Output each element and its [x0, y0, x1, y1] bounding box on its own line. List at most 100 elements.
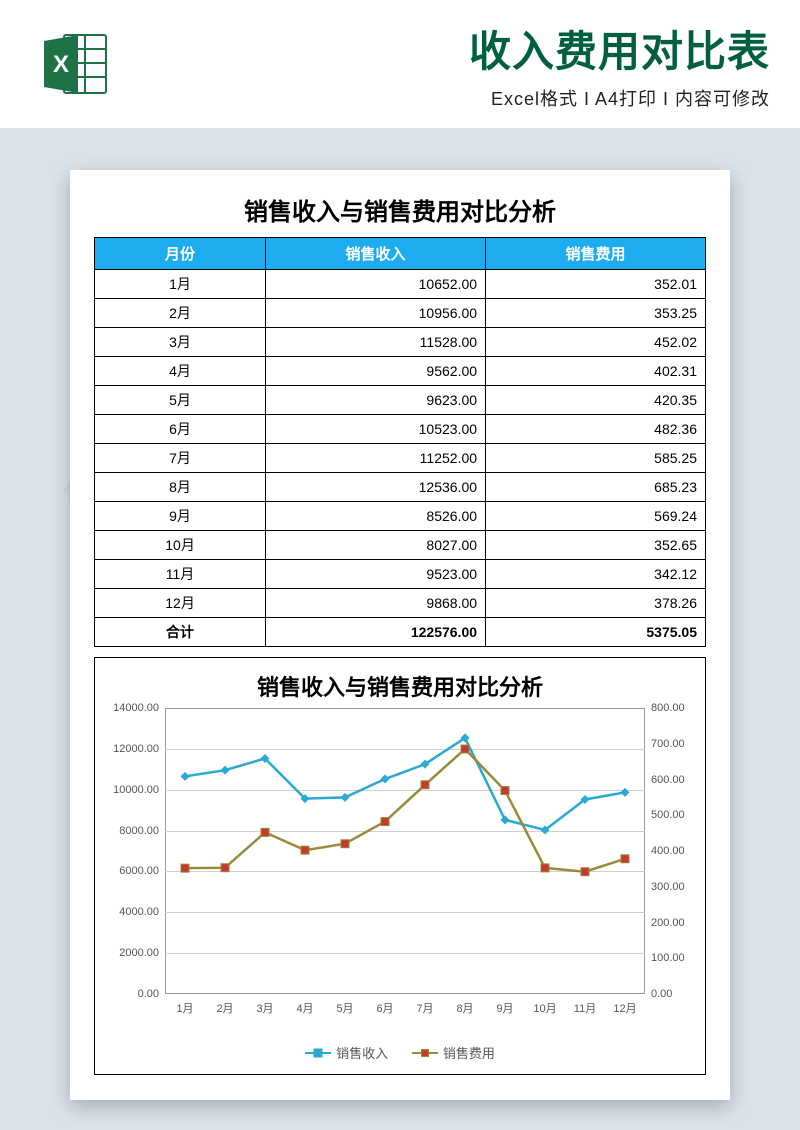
- cell-expense: 420.35: [486, 386, 706, 415]
- x-label: 12月: [613, 1000, 636, 1016]
- chart-container: 销售收入与销售费用对比分析 0.002000.004000.006000.008…: [94, 657, 706, 1075]
- y-left-label: 0.00: [138, 988, 159, 1000]
- table-row: 2月10956.00353.25: [95, 299, 706, 328]
- cell-revenue: 10652.00: [266, 270, 486, 299]
- cell-revenue: 10956.00: [266, 299, 486, 328]
- cell-expense: 482.36: [486, 415, 706, 444]
- cell-month: 11月: [95, 560, 266, 589]
- y-right-label: 100.00: [651, 952, 685, 964]
- table-row: 5月9623.00420.35: [95, 386, 706, 415]
- cell-month: 2月: [95, 299, 266, 328]
- col-month: 月份: [95, 238, 266, 270]
- y-right-label: 0.00: [651, 988, 672, 1000]
- cell-month: 8月: [95, 473, 266, 502]
- table-header-row: 月份 销售收入 销售费用: [95, 238, 706, 270]
- cell-expense: 352.65: [486, 531, 706, 560]
- legend-label-expense: 销售费用: [443, 1043, 495, 1062]
- cell-revenue: 9523.00: [266, 560, 486, 589]
- table-row: 10月8027.00352.65: [95, 531, 706, 560]
- x-label: 4月: [296, 1000, 313, 1016]
- cell-revenue: 8526.00: [266, 502, 486, 531]
- data-table: 月份 销售收入 销售费用 1月10652.00352.012月10956.003…: [94, 237, 706, 647]
- cell-revenue: 10523.00: [266, 415, 486, 444]
- chart-svg: [165, 708, 645, 994]
- x-label: 2月: [216, 1000, 233, 1016]
- table-row: 9月8526.00569.24: [95, 502, 706, 531]
- col-expense: 销售费用: [486, 238, 706, 270]
- chart-legend: 销售收入 销售费用: [95, 1042, 705, 1063]
- legend-item-expense: 销售费用: [412, 1043, 495, 1062]
- cell-expense: 685.23: [486, 473, 706, 502]
- cell-expense: 342.12: [486, 560, 706, 589]
- cell-month: 5月: [95, 386, 266, 415]
- y-right-label: 800.00: [651, 702, 685, 714]
- header-title: 收入费用对比表: [130, 18, 770, 79]
- table-row: 12月9868.00378.26: [95, 589, 706, 618]
- x-label: 7月: [416, 1000, 433, 1016]
- table-row: 8月12536.00685.23: [95, 473, 706, 502]
- cell-revenue: 11252.00: [266, 444, 486, 473]
- cell-month: 10月: [95, 531, 266, 560]
- cell-revenue: 9623.00: [266, 386, 486, 415]
- cell-expense: 452.02: [486, 328, 706, 357]
- cell-expense: 353.25: [486, 299, 706, 328]
- cell-total-label: 合计: [95, 618, 266, 647]
- cell-month: 3月: [95, 328, 266, 357]
- chart-title: 销售收入与销售费用对比分析: [95, 670, 705, 702]
- cell-revenue: 9562.00: [266, 357, 486, 386]
- table-row: 11月9523.00342.12: [95, 560, 706, 589]
- chart-plot-area: 0.002000.004000.006000.008000.0010000.00…: [165, 708, 645, 994]
- y-right-label: 400.00: [651, 845, 685, 857]
- table-total-row: 合计122576.005375.05: [95, 618, 706, 647]
- x-label: 1月: [176, 1000, 193, 1016]
- x-label: 11月: [574, 1000, 596, 1016]
- cell-revenue: 8027.00: [266, 531, 486, 560]
- y-left-label: 6000.00: [119, 865, 159, 877]
- page-title: 销售收入与销售费用对比分析: [94, 192, 706, 227]
- cell-revenue: 9868.00: [266, 589, 486, 618]
- cell-month: 4月: [95, 357, 266, 386]
- table-row: 7月11252.00585.25: [95, 444, 706, 473]
- y-right-label: 200.00: [651, 917, 685, 929]
- cell-month: 7月: [95, 444, 266, 473]
- header-subtitle: Excel格式 I A4打印 I 内容可修改: [130, 85, 770, 111]
- cell-revenue: 12536.00: [266, 473, 486, 502]
- cell-month: 9月: [95, 502, 266, 531]
- x-label: 8月: [456, 1000, 473, 1016]
- col-revenue: 销售收入: [266, 238, 486, 270]
- y-left-label: 8000.00: [119, 825, 159, 837]
- cell-expense: 569.24: [486, 502, 706, 531]
- header-text-block: 收入费用对比表 Excel格式 I A4打印 I 内容可修改: [130, 18, 770, 111]
- y-right-label: 500.00: [651, 809, 685, 821]
- x-label: 3月: [256, 1000, 273, 1016]
- cell-total-expense: 5375.05: [486, 618, 706, 647]
- cell-month: 12月: [95, 589, 266, 618]
- y-left-label: 10000.00: [113, 784, 159, 796]
- y-left-label: 2000.00: [119, 947, 159, 959]
- header-bar: X 收入费用对比表 Excel格式 I A4打印 I 内容可修改: [0, 0, 800, 128]
- legend-item-revenue: 销售收入: [305, 1043, 388, 1062]
- x-label: 6月: [376, 1000, 393, 1016]
- legend-label-revenue: 销售收入: [336, 1043, 388, 1062]
- cell-expense: 378.26: [486, 589, 706, 618]
- table-row: 1月10652.00352.01: [95, 270, 706, 299]
- cell-revenue: 11528.00: [266, 328, 486, 357]
- x-label: 5月: [336, 1000, 353, 1016]
- cell-month: 1月: [95, 270, 266, 299]
- cell-expense: 402.31: [486, 357, 706, 386]
- table-row: 3月11528.00452.02: [95, 328, 706, 357]
- document-page: 销售收入与销售费用对比分析 月份 销售收入 销售费用 1月10652.00352…: [70, 170, 730, 1100]
- table-row: 6月10523.00482.36: [95, 415, 706, 444]
- excel-icon: X: [40, 29, 110, 99]
- cell-total-revenue: 122576.00: [266, 618, 486, 647]
- svg-text:X: X: [53, 51, 69, 78]
- cell-expense: 352.01: [486, 270, 706, 299]
- y-right-label: 700.00: [651, 738, 685, 750]
- y-left-label: 14000.00: [113, 702, 159, 714]
- y-left-label: 4000.00: [119, 906, 159, 918]
- cell-expense: 585.25: [486, 444, 706, 473]
- y-right-label: 300.00: [651, 881, 685, 893]
- y-left-label: 12000.00: [113, 743, 159, 755]
- y-right-label: 600.00: [651, 774, 685, 786]
- x-label: 9月: [496, 1000, 513, 1016]
